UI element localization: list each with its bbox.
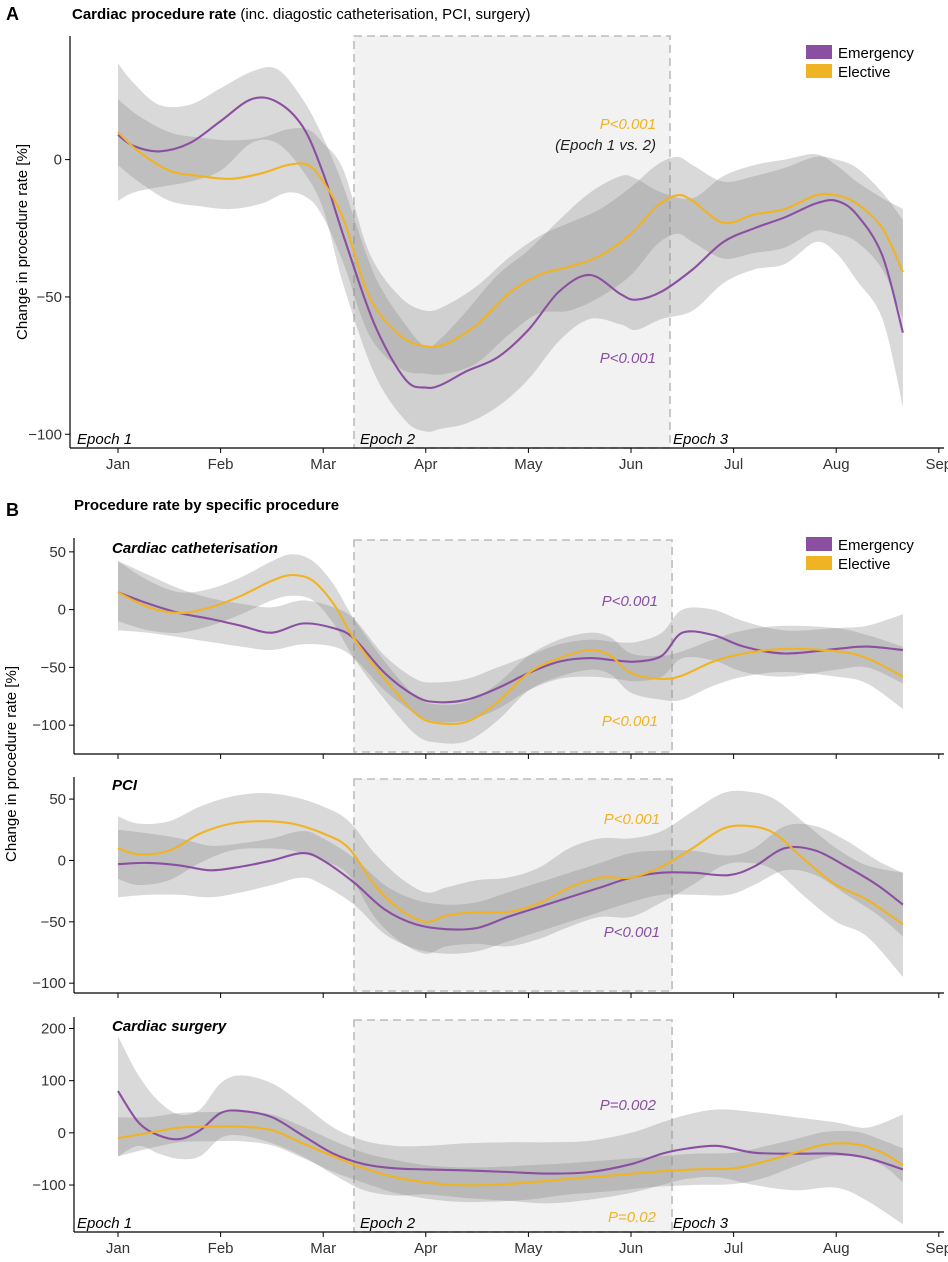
x-tick-label: Aug bbox=[823, 1240, 850, 1257]
epoch-label: Epoch 2 bbox=[360, 431, 416, 448]
legend-panel-b: Emergency Elective bbox=[806, 537, 914, 573]
x-tick-label: Mar bbox=[310, 456, 336, 473]
y-tick-label: −50 bbox=[41, 659, 66, 676]
series-line-emergency bbox=[117, 96, 904, 389]
p-value-annotation: P<0.001 bbox=[600, 350, 656, 367]
x-tick-label: Jan bbox=[106, 456, 130, 473]
x-tick-label: May bbox=[514, 456, 543, 473]
series-line-emergency bbox=[117, 845, 904, 931]
confidence-band-elective bbox=[118, 554, 903, 744]
y-tick-label: 200 bbox=[41, 1020, 66, 1037]
subplot-title: Cardiac surgery bbox=[112, 1018, 227, 1035]
epoch-2-shading bbox=[353, 539, 673, 753]
p-value-annotation: P<0.001 bbox=[604, 811, 660, 828]
legend-swatch-emergency bbox=[806, 537, 832, 551]
panel-a-title-rest: (inc. diagostic catheterisation, PCI, su… bbox=[236, 6, 530, 23]
x-tick-label: Jul bbox=[724, 456, 743, 473]
y-tick-label: −100 bbox=[32, 717, 66, 734]
legend-panel-a: Emergency Elective bbox=[806, 45, 914, 81]
p-value-annotation: P<0.001 bbox=[602, 713, 658, 730]
series-line-emergency bbox=[117, 591, 903, 704]
x-tick-label: Sep bbox=[925, 1240, 948, 1257]
chart-pci: 50 0 −50 −100 PCI P<0.001 P<0.001 bbox=[32, 777, 944, 998]
y-tick-label: 50 bbox=[49, 544, 66, 561]
legend-label-elective: Elective bbox=[838, 556, 891, 573]
x-tick-label: May bbox=[514, 1240, 543, 1257]
epoch-label: Epoch 3 bbox=[673, 431, 729, 448]
subplot-title: Cardiac catheterisation bbox=[112, 540, 278, 557]
x-tick-label: Mar bbox=[310, 1240, 336, 1257]
x-tick-label: Feb bbox=[208, 1240, 234, 1257]
confidence-band-emergency bbox=[118, 63, 903, 432]
y-tick-label: −100 bbox=[28, 426, 62, 443]
legend-swatch-emergency bbox=[806, 45, 832, 59]
legend-swatch-elective bbox=[806, 64, 832, 78]
epoch-label: Epoch 1 bbox=[77, 1215, 132, 1232]
x-tick-label: Jun bbox=[619, 456, 643, 473]
x-tick-label: Feb bbox=[208, 456, 234, 473]
chart-cardiac-catheterisation: 50 0 −50 −100 Cardiac catheterisation P<0.001… bbox=[32, 538, 944, 759]
y-tick-label: −50 bbox=[37, 289, 62, 306]
y-tick-label: 0 bbox=[58, 1125, 66, 1142]
epoch-label: Epoch 3 bbox=[673, 1215, 729, 1232]
series-line-elective bbox=[117, 820, 904, 926]
p-value-annotation: P=0.002 bbox=[600, 1097, 657, 1114]
p-value-annotation: P<0.001 bbox=[604, 924, 660, 941]
confidence-band-elective bbox=[118, 1111, 903, 1203]
y-tick-label: 50 bbox=[49, 791, 66, 808]
chart-cardiac-procedure-rate: 0 −50 −100 Jan Feb Mar Apr May Jun Jul Aug Sep Chang… bbox=[14, 35, 948, 473]
panel-b-title: Procedure rate by specific procedure bbox=[74, 497, 339, 514]
epoch-label: Epoch 2 bbox=[360, 1215, 416, 1232]
series-line-emergency bbox=[117, 1090, 904, 1175]
x-tick-label: Jul bbox=[724, 1240, 743, 1257]
legend-swatch-elective bbox=[806, 556, 832, 570]
y-tick-label: −50 bbox=[41, 914, 66, 931]
legend-label-emergency: Emergency bbox=[838, 537, 914, 554]
y-tick-label: −100 bbox=[32, 975, 66, 992]
panel-a-title: Cardiac procedure rate (inc. diagostic c… bbox=[72, 6, 531, 23]
panel-b-letter: B bbox=[6, 500, 19, 520]
x-tick-label: Jun bbox=[619, 1240, 643, 1257]
subplot-title: PCI bbox=[112, 777, 138, 794]
y-tick-label: 100 bbox=[41, 1073, 66, 1090]
series-line-elective bbox=[117, 131, 904, 349]
p-value-annotation: P<0.001 bbox=[602, 593, 658, 610]
y-axis-label: Change in procedure rate [%] bbox=[14, 144, 31, 340]
epoch-label: Epoch 1 bbox=[77, 431, 132, 448]
p-value-annotation: (Epoch 1 vs. 2) bbox=[555, 137, 656, 154]
x-tick-label: Jan bbox=[106, 1240, 130, 1257]
p-value-annotation: P<0.001 bbox=[600, 116, 656, 133]
epoch-2-shading bbox=[353, 778, 673, 992]
panel-a-letter: A bbox=[6, 4, 19, 24]
legend-label-emergency: Emergency bbox=[838, 45, 914, 62]
y-tick-label: 0 bbox=[58, 602, 66, 619]
y-tick-label: −100 bbox=[32, 1177, 66, 1194]
x-tick-label: Apr bbox=[414, 1240, 437, 1257]
x-tick-label: Apr bbox=[414, 456, 437, 473]
panel-a-title-bold: Cardiac procedure rate bbox=[72, 6, 236, 23]
x-tick-label: Aug bbox=[823, 456, 850, 473]
panel-b-y-axis-label: Change in procedure rate [%] bbox=[3, 666, 20, 862]
x-tick-label: Sep bbox=[925, 456, 948, 473]
y-tick-label: 0 bbox=[58, 852, 66, 869]
legend-label-elective: Elective bbox=[838, 64, 891, 81]
y-tick-label: 0 bbox=[54, 152, 62, 169]
p-value-annotation: P=0.02 bbox=[608, 1209, 657, 1226]
chart-cardiac-surgery: 200 100 0 −100 Jan Feb Mar Apr May Jun Jul Aug Sep Ca… bbox=[32, 1017, 948, 1257]
series-line-elective bbox=[117, 1125, 904, 1187]
series-line-elective bbox=[117, 573, 904, 726]
